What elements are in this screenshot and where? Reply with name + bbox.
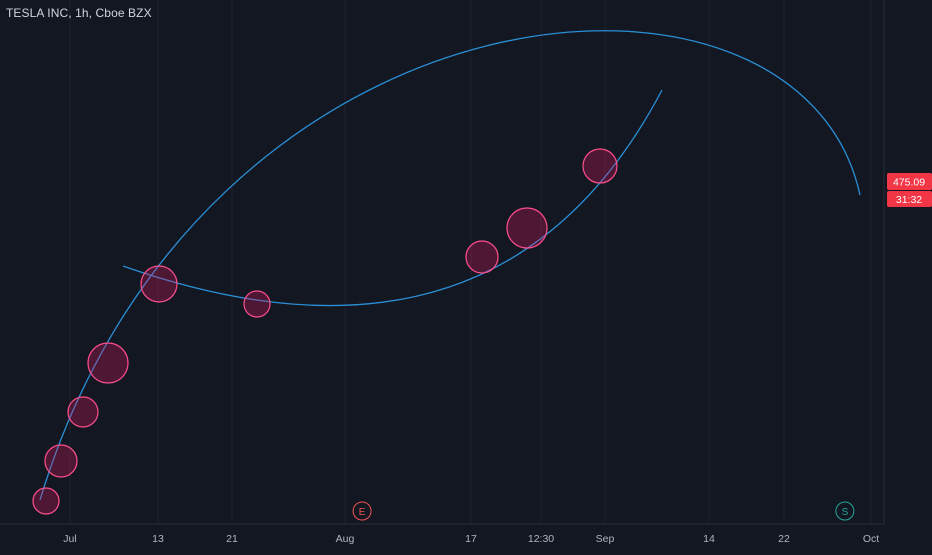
time-tick-label: 22 — [778, 533, 790, 545]
highlight-circle-drawing[interactable] — [140, 265, 178, 303]
time-tick-label: Oct — [863, 533, 879, 545]
current-price-value: 475.09 — [893, 177, 925, 189]
price-axis-panel[interactable] — [884, 0, 932, 524]
current-price-label: 475.09 31:32 — [887, 173, 932, 207]
current-price-tag — [887, 173, 932, 190]
highlight-circle-drawing[interactable] — [67, 396, 99, 428]
drawings[interactable] — [32, 30, 861, 515]
highlight-circle-drawing[interactable] — [87, 342, 129, 384]
highlight-circle-drawing[interactable] — [506, 207, 548, 249]
time-axis-panel[interactable] — [0, 524, 884, 550]
countdown-value: 31:32 — [896, 194, 922, 206]
highlight-circle-drawing[interactable] — [243, 290, 271, 318]
split-marker[interactable] — [835, 501, 855, 521]
time-tick-label: Jul — [63, 533, 76, 545]
time-tick-label: 12:30 — [528, 533, 554, 545]
highlight-circle-drawing[interactable] — [32, 487, 60, 515]
time-tick-label: Aug — [336, 533, 355, 545]
highlight-circle-drawing[interactable] — [582, 148, 618, 184]
symbol-title: TESLA INC, 1h, Cboe BZX — [6, 6, 152, 20]
highlight-circle-drawing[interactable] — [465, 240, 499, 274]
time-tick-label: Sep — [596, 533, 615, 545]
split-marker-label: S — [842, 507, 849, 518]
time-axis[interactable]: Jul 13 21 Aug 17 12:30 Sep 14 22 Oct — [63, 533, 879, 545]
time-tick-label: 13 — [152, 533, 164, 545]
countdown-tag — [887, 191, 932, 207]
arc-lower-drawing[interactable] — [122, 89, 663, 307]
grid — [69, 0, 872, 524]
earnings-marker[interactable] — [352, 501, 372, 521]
arc-upper-drawing[interactable] — [39, 30, 861, 501]
highlight-circle-drawing[interactable] — [44, 444, 78, 478]
time-tick-label: 14 — [703, 533, 715, 545]
time-tick-label: 17 — [465, 533, 477, 545]
time-tick-label: 21 — [226, 533, 238, 545]
earnings-marker-label: E — [359, 507, 366, 518]
